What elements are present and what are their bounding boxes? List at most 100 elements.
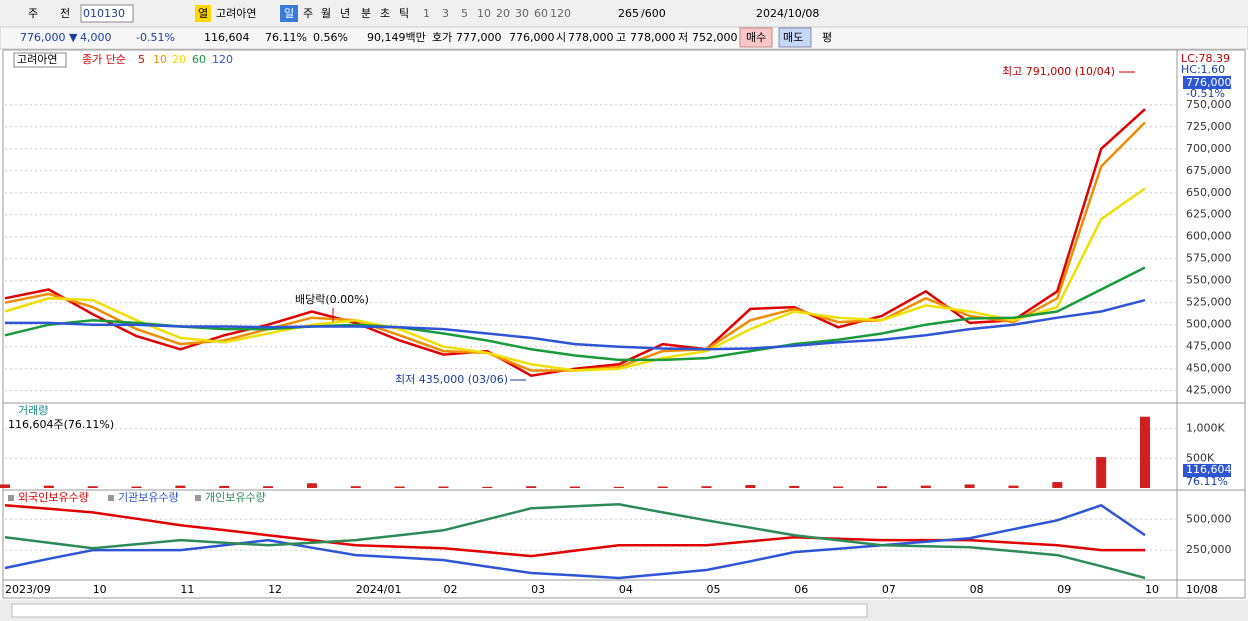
info-item: 776,000 ▼ <box>20 31 78 44</box>
series-line <box>4 187 1146 372</box>
info-item: 778,000 <box>630 31 676 44</box>
x-tick-label: 05 <box>707 583 721 596</box>
info-item: 116,604 <box>204 31 250 44</box>
x-tick-label: 10 <box>93 583 107 596</box>
chart-frame <box>2 49 1246 599</box>
x-tick-label: 04 <box>619 583 633 596</box>
last-change: -0.51% <box>1186 87 1225 100</box>
y-tick-label: 675,000 <box>1186 164 1232 177</box>
y-tick-label: 500,000 <box>1186 512 1232 525</box>
interval-button[interactable]: 5 <box>461 7 468 20</box>
toggle-bg <box>195 5 211 22</box>
period-button[interactable]: 틱 <box>399 7 409 20</box>
y-tick-label: 600,000 <box>1186 230 1232 243</box>
legend-swatch <box>108 495 114 501</box>
x-tick-label: 09 <box>1057 583 1071 596</box>
y-tick-label: 750,000 <box>1186 98 1232 111</box>
interval-button[interactable]: 60 <box>534 7 548 20</box>
annotation-low: 최저 435,000 (03/06) <box>395 373 508 386</box>
buy-button[interactable] <box>739 27 773 48</box>
volume-bar <box>131 486 142 488</box>
period-button[interactable]: 초 <box>380 7 390 20</box>
y-tick-label: 500K <box>1186 451 1215 464</box>
volume-bar <box>350 486 361 488</box>
scroll-track[interactable] <box>11 603 868 618</box>
annotation-dividend: 배당락(0.00%) <box>295 293 369 306</box>
period-button[interactable]: 월 <box>321 7 331 20</box>
period-active <box>280 5 298 22</box>
y-tick-label: 425,000 <box>1186 384 1232 397</box>
count-max: /600 <box>641 7 666 20</box>
x-tick-label: 03 <box>531 583 545 596</box>
count: 265 <box>618 7 639 20</box>
interval-button[interactable]: 30 <box>515 7 529 20</box>
info-item: 호가 <box>432 31 452 44</box>
volume-bar <box>701 486 712 488</box>
volume-bar <box>1052 482 1063 488</box>
volume-bar <box>876 486 887 488</box>
period-button[interactable]: 분 <box>361 7 371 20</box>
info-item: 778,000 <box>568 31 614 44</box>
volume-bar <box>87 486 98 488</box>
y-tick-label: 250,000 <box>1186 543 1232 556</box>
series-line <box>4 503 1146 580</box>
lc-label: LC:78.39 <box>1181 52 1230 65</box>
y-tick-label: 550,000 <box>1186 274 1232 287</box>
legend-item: 기관보유수량 <box>118 491 179 504</box>
info-item: 776,000 <box>509 31 555 44</box>
legend-item: 5 <box>138 53 145 66</box>
code-input[interactable] <box>80 4 134 23</box>
x-tick-label: 2024/01 <box>356 583 402 596</box>
last-volume: 116,604 <box>1186 463 1232 476</box>
period-button[interactable]: 주 <box>303 7 313 20</box>
x-tick-label: 11 <box>180 583 194 596</box>
volume-bar <box>263 486 274 488</box>
x-tick-label: 06 <box>794 583 808 596</box>
period-button[interactable]: 년 <box>340 7 350 20</box>
y-tick-label: 700,000 <box>1186 142 1232 155</box>
volume-bar <box>920 485 931 488</box>
volume-bar <box>394 486 405 488</box>
sell-button[interactable] <box>778 27 812 48</box>
series-line <box>4 503 1146 580</box>
interval-button[interactable]: 120 <box>550 7 571 20</box>
interval-button[interactable]: 3 <box>442 7 449 20</box>
info-item: 고 <box>616 31 626 44</box>
interval-button[interactable]: 1 <box>423 7 430 20</box>
legend-item: 10 <box>153 53 167 66</box>
volume-bar <box>745 485 756 488</box>
interval-button[interactable]: 10 <box>477 7 491 20</box>
info-item: 매도 <box>783 31 803 44</box>
volume-bar <box>526 486 537 488</box>
y-tick-label: 725,000 <box>1186 120 1232 133</box>
last-price-box <box>1183 76 1231 89</box>
info-bar-bg <box>0 26 1248 50</box>
y-tick-label: 575,000 <box>1186 252 1232 265</box>
volume-bar <box>833 486 844 488</box>
legend-swatch <box>8 495 14 501</box>
volume-bar <box>43 485 54 488</box>
volume-bar <box>789 485 800 488</box>
volume-bar <box>964 484 975 488</box>
last-price: 776,000 <box>1186 76 1232 89</box>
volume-bar <box>438 486 449 488</box>
y-tick-label: 625,000 <box>1186 208 1232 221</box>
name-label: 고려아연 <box>17 53 57 66</box>
x-tick-label: 2023/09 <box>5 583 51 596</box>
y-tick-label: 450,000 <box>1186 362 1232 375</box>
pane-sublabel: 116,604주(76.11%) <box>8 418 114 431</box>
last-volume-box <box>1183 464 1231 477</box>
volume-bar <box>219 485 230 488</box>
info-item: 평 <box>822 31 832 44</box>
interval-button[interactable]: 20 <box>496 7 510 20</box>
x-end-label: 10/08 <box>1186 583 1218 596</box>
volume-bar <box>482 486 493 488</box>
volume-bar <box>570 486 580 488</box>
toggle: 열 <box>198 7 208 20</box>
stock-name: 고려아연 <box>216 7 256 20</box>
period-button[interactable]: 일 <box>284 6 294 20</box>
y-tick-label: 500,000 <box>1186 318 1232 331</box>
info-item: 90,149백만 <box>367 31 426 44</box>
hc-label: HC:1.60 <box>1181 63 1225 76</box>
